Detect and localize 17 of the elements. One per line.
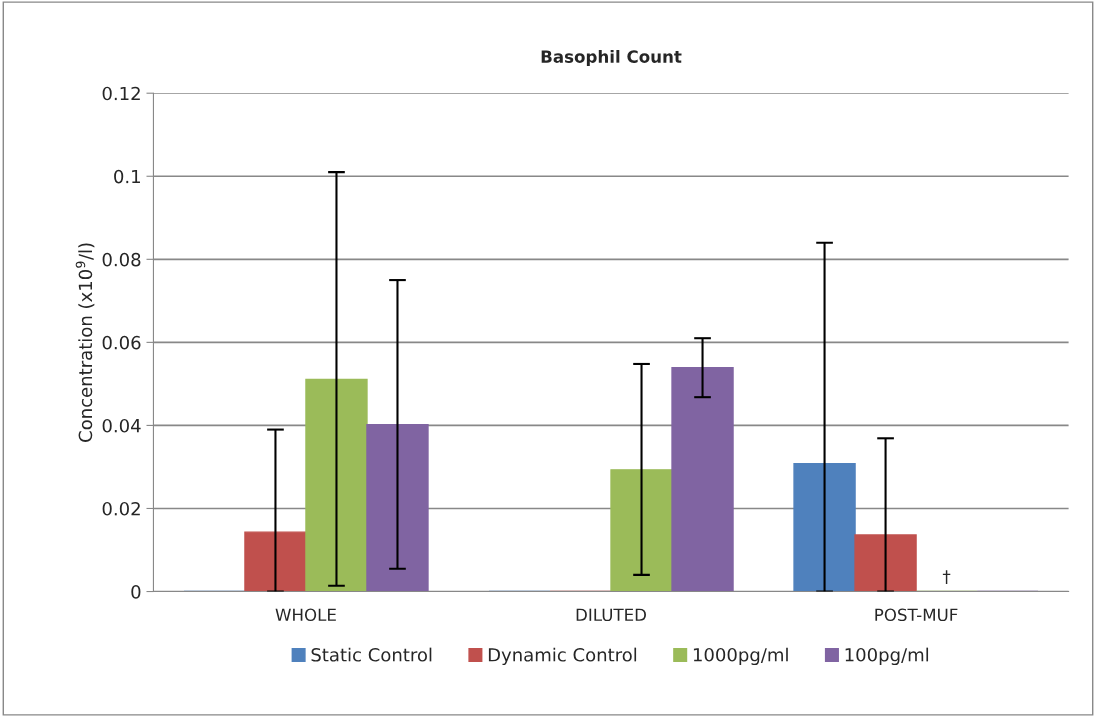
legend-label: 1000pg/ml [693, 647, 788, 666]
y-tick-label: 0 [131, 584, 141, 599]
y-axis-title: Concentration (x10$^{9}$/l) [75, 243, 95, 442]
chart-title: Basophil Count [541, 49, 682, 67]
y-tick-label: 0.1 [114, 169, 140, 184]
legend-label: Static Control [311, 647, 432, 662]
y-tick-label: 0.02 [102, 501, 140, 516]
x-tick-label: DILUTED [576, 608, 647, 622]
y-tick-label: 0.08 [102, 252, 141, 267]
y-tick-label: 0.06 [102, 335, 141, 350]
legend-label: 100pg/ml [845, 647, 929, 666]
x-tick-label: WHOLE [275, 608, 336, 622]
annotation: † [942, 570, 951, 585]
legend-label: Dynamic Control [488, 647, 637, 666]
y-tick-label: 0.04 [102, 418, 141, 433]
y-tick-label: 0.12 [102, 86, 140, 101]
x-tick-label: POST-MUF [875, 608, 958, 622]
